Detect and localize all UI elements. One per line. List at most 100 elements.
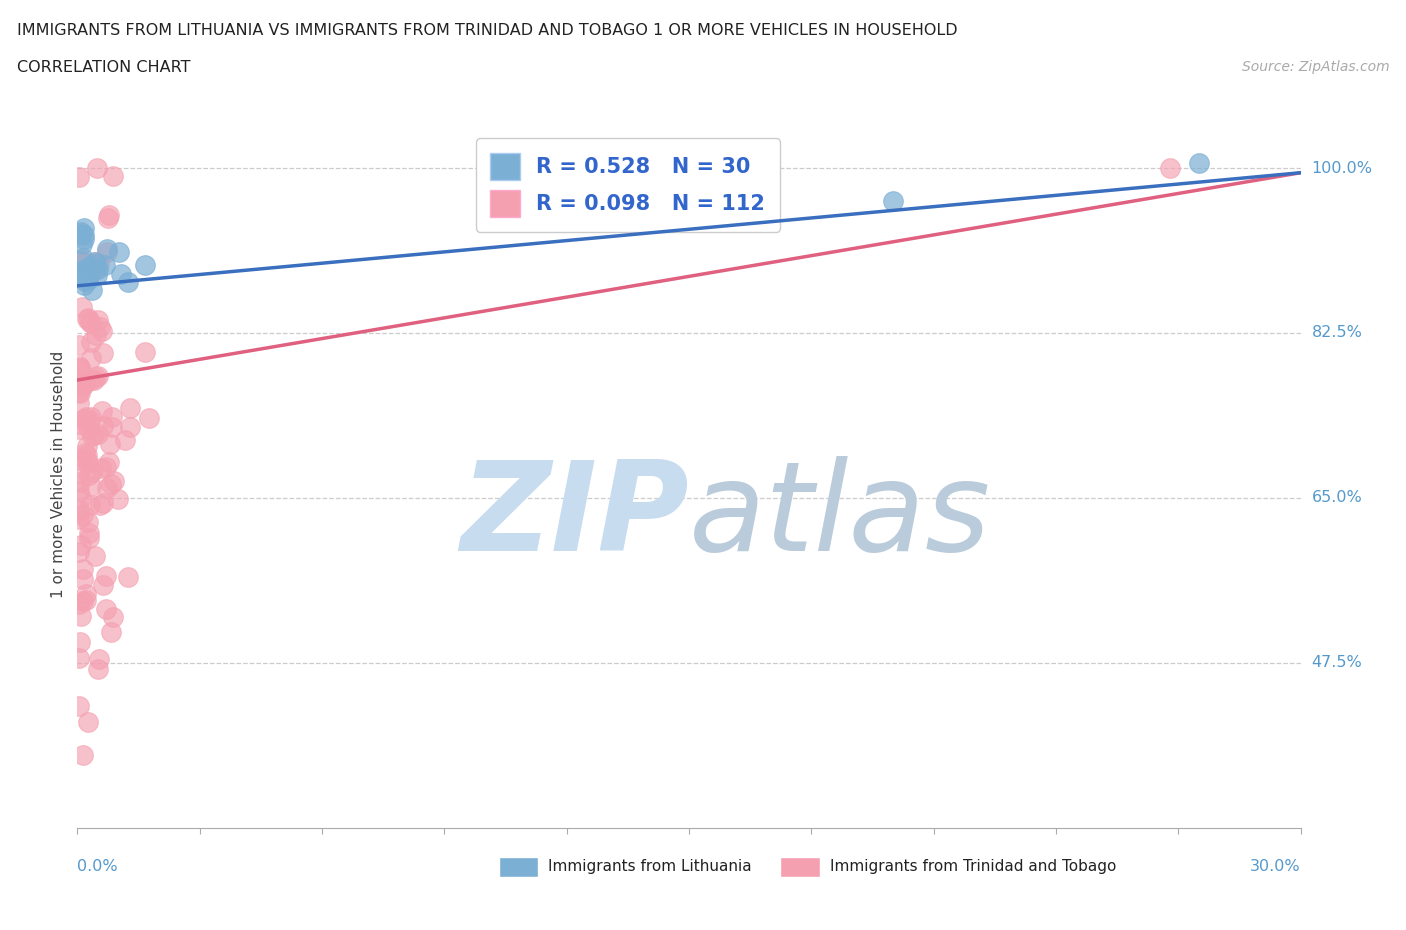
Point xyxy=(117,569,139,584)
Point xyxy=(101,609,124,624)
Point xyxy=(84,327,107,342)
Text: 0.0%: 0.0% xyxy=(77,859,118,874)
Point xyxy=(93,578,115,593)
Point xyxy=(76,312,98,326)
Point xyxy=(80,316,103,331)
Point xyxy=(67,597,90,612)
Point xyxy=(67,338,90,352)
Point xyxy=(70,379,93,393)
Point xyxy=(86,161,108,176)
Point xyxy=(67,484,90,498)
Point xyxy=(67,169,90,184)
Point xyxy=(107,492,129,507)
Point xyxy=(70,227,93,242)
Point xyxy=(77,270,100,285)
Point xyxy=(87,426,110,441)
Point xyxy=(67,698,90,713)
Point xyxy=(91,496,114,511)
Point xyxy=(70,267,93,282)
Point xyxy=(76,439,98,454)
Text: Immigrants from Trinidad and Tobago: Immigrants from Trinidad and Tobago xyxy=(830,859,1116,874)
Point xyxy=(80,372,103,387)
Point xyxy=(72,254,94,269)
Text: Immigrants from Lithuania: Immigrants from Lithuania xyxy=(548,859,752,874)
Point xyxy=(87,661,110,676)
Text: 82.5%: 82.5% xyxy=(1312,326,1362,340)
Point xyxy=(84,254,107,269)
Text: 30.0%: 30.0% xyxy=(1250,859,1301,874)
Point xyxy=(67,544,90,559)
Point xyxy=(77,272,100,287)
Point xyxy=(86,261,108,276)
Point xyxy=(67,417,90,432)
Point xyxy=(70,224,93,239)
Point xyxy=(94,602,117,617)
Point xyxy=(83,427,105,442)
Point xyxy=(67,651,90,666)
Point xyxy=(75,445,97,460)
Point xyxy=(82,282,104,297)
Point xyxy=(73,411,96,426)
Point xyxy=(77,515,100,530)
Point xyxy=(72,236,94,251)
Point xyxy=(101,168,124,183)
Point xyxy=(138,411,160,426)
Point xyxy=(103,473,125,488)
Point xyxy=(72,508,94,523)
Point xyxy=(77,259,100,273)
Point xyxy=(67,466,90,481)
Point xyxy=(91,346,114,361)
Point xyxy=(80,264,103,279)
Point xyxy=(67,512,90,527)
Point xyxy=(76,453,98,468)
Legend: R = 0.528   N = 30, R = 0.098   N = 112: R = 0.528 N = 30, R = 0.098 N = 112 xyxy=(475,139,780,232)
Point xyxy=(80,334,103,349)
Point xyxy=(98,436,121,451)
Point xyxy=(80,351,103,365)
Point xyxy=(72,250,94,265)
Point xyxy=(70,491,93,506)
Point xyxy=(80,478,103,493)
Point xyxy=(72,228,94,243)
Point xyxy=(67,384,90,399)
Point xyxy=(77,525,100,540)
Point xyxy=(100,409,122,424)
Point xyxy=(79,530,101,545)
Point xyxy=(83,254,105,269)
Point xyxy=(120,419,142,434)
Point xyxy=(70,262,93,277)
Point xyxy=(114,432,136,447)
Text: IMMIGRANTS FROM LITHUANIA VS IMMIGRANTS FROM TRINIDAD AND TOBAGO 1 OR MORE VEHIC: IMMIGRANTS FROM LITHUANIA VS IMMIGRANTS … xyxy=(17,23,957,38)
Point xyxy=(67,452,90,467)
Point xyxy=(77,714,100,729)
Point xyxy=(91,418,114,433)
Point xyxy=(89,498,111,512)
Point xyxy=(90,460,112,475)
Point xyxy=(96,481,118,496)
Point xyxy=(84,257,107,272)
Point xyxy=(98,455,121,470)
Point xyxy=(72,379,94,393)
Point xyxy=(73,264,96,279)
Point xyxy=(79,422,101,437)
Point xyxy=(73,220,96,235)
Point xyxy=(96,459,118,474)
Point xyxy=(96,242,118,257)
Point xyxy=(117,274,139,289)
Point xyxy=(82,428,104,443)
Point xyxy=(87,652,110,667)
Point xyxy=(77,468,100,483)
Point xyxy=(87,312,110,327)
Point xyxy=(67,359,90,374)
Point xyxy=(70,300,93,315)
Point xyxy=(100,476,122,491)
Point xyxy=(80,409,103,424)
Point xyxy=(70,608,93,623)
Point xyxy=(67,502,90,517)
Point xyxy=(93,258,115,272)
Point xyxy=(79,414,101,429)
Point xyxy=(84,369,107,384)
Point xyxy=(67,253,90,268)
Point xyxy=(69,372,91,387)
Point xyxy=(882,193,904,208)
